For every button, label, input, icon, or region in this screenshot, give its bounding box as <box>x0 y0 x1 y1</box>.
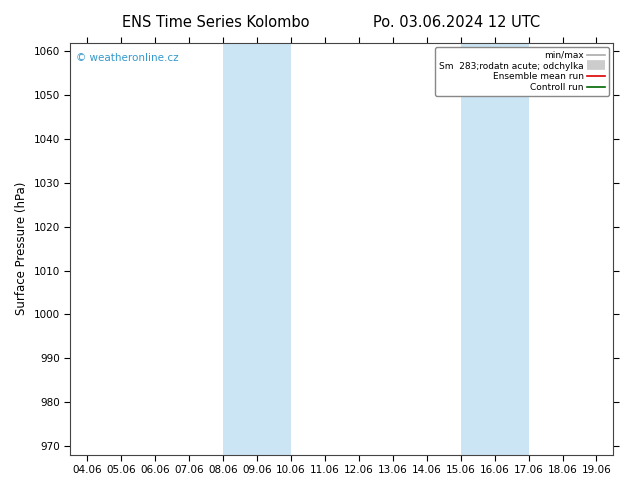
Legend: min/max, Sm  283;rodatn acute; odchylka, Ensemble mean run, Controll run: min/max, Sm 283;rodatn acute; odchylka, … <box>436 47 609 96</box>
Text: ENS Time Series Kolombo: ENS Time Series Kolombo <box>122 15 309 30</box>
Text: Po. 03.06.2024 12 UTC: Po. 03.06.2024 12 UTC <box>373 15 540 30</box>
Text: © weatheronline.cz: © weatheronline.cz <box>75 53 178 63</box>
Y-axis label: Surface Pressure (hPa): Surface Pressure (hPa) <box>15 182 28 315</box>
Bar <box>461 43 529 455</box>
Bar <box>223 43 291 455</box>
